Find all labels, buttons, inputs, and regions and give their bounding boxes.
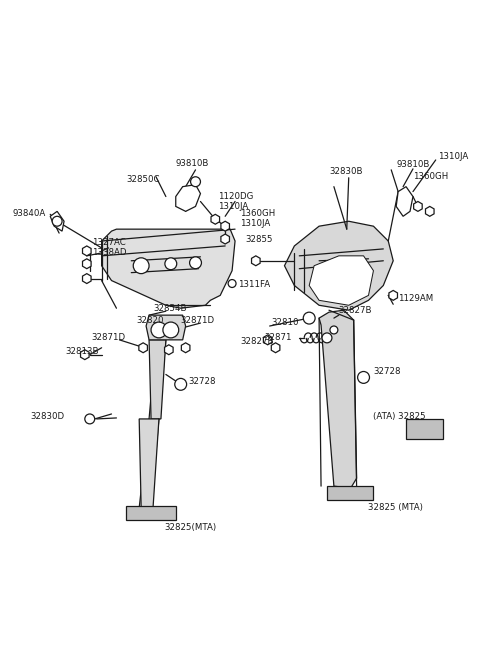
Polygon shape [285,221,393,310]
Text: 93810B: 93810B [396,160,430,170]
Text: 32825 (MTA): 32825 (MTA) [369,504,423,512]
Polygon shape [83,274,91,284]
Circle shape [165,258,177,270]
Circle shape [133,258,149,274]
Circle shape [191,177,201,187]
Polygon shape [211,214,219,224]
Polygon shape [309,256,373,305]
Text: 93810B: 93810B [176,159,209,168]
Text: (ATA) 32825: (ATA) 32825 [373,413,426,421]
Polygon shape [425,206,434,216]
Polygon shape [81,350,89,360]
Polygon shape [181,343,190,352]
Circle shape [175,379,187,390]
Polygon shape [176,185,201,212]
Circle shape [228,280,236,288]
Text: 32820: 32820 [136,316,164,325]
Text: 1310JA: 1310JA [218,202,249,211]
Polygon shape [327,486,373,500]
Circle shape [151,322,167,338]
Polygon shape [165,345,173,354]
Polygon shape [149,340,166,419]
Text: 1129AM: 1129AM [398,294,433,303]
Polygon shape [146,315,186,340]
Text: 32728: 32728 [373,367,401,376]
Polygon shape [83,246,91,256]
Circle shape [190,257,202,269]
Text: 32825(MTA): 32825(MTA) [164,523,216,532]
Circle shape [85,414,95,424]
Polygon shape [83,259,91,269]
Text: 32827B: 32827B [339,306,372,314]
Text: 93840A: 93840A [12,209,46,218]
Polygon shape [139,419,159,508]
Text: 32871D: 32871D [92,333,126,343]
Polygon shape [406,419,443,439]
Text: 1310JA: 1310JA [240,219,270,228]
Polygon shape [50,212,64,231]
Text: 32827B: 32827B [240,337,274,346]
Text: 32813B: 32813B [65,347,98,356]
Text: 1360GH: 1360GH [413,172,448,181]
Polygon shape [319,310,357,488]
Polygon shape [221,234,229,244]
Polygon shape [252,256,260,266]
Circle shape [358,371,370,383]
Polygon shape [139,343,147,352]
Circle shape [322,333,332,343]
Polygon shape [221,221,229,231]
Text: 32810: 32810 [272,318,299,327]
Polygon shape [271,343,280,352]
Text: 32830D: 32830D [30,413,65,421]
Polygon shape [264,335,272,345]
Text: 32855: 32855 [245,234,273,244]
Circle shape [303,312,315,324]
Polygon shape [102,229,235,309]
Text: 32850C: 32850C [126,176,160,184]
Text: 1360GH: 1360GH [240,209,275,218]
Polygon shape [414,202,422,212]
Text: 32871: 32871 [264,333,292,343]
Polygon shape [126,506,176,520]
Circle shape [330,326,338,334]
Circle shape [163,322,179,338]
Text: 32871D: 32871D [180,316,215,325]
Text: 32830B: 32830B [329,167,362,176]
Polygon shape [389,290,397,301]
Text: 32854B: 32854B [153,304,187,312]
Text: 32728: 32728 [189,377,216,386]
Text: 1327AC: 1327AC [92,238,125,248]
Circle shape [52,216,62,226]
Text: 1120DG: 1120DG [218,192,253,201]
Polygon shape [396,187,413,216]
Text: 1311FA: 1311FA [238,280,270,289]
Text: 1338AD: 1338AD [92,248,126,257]
Text: 1310JA: 1310JA [438,153,468,162]
